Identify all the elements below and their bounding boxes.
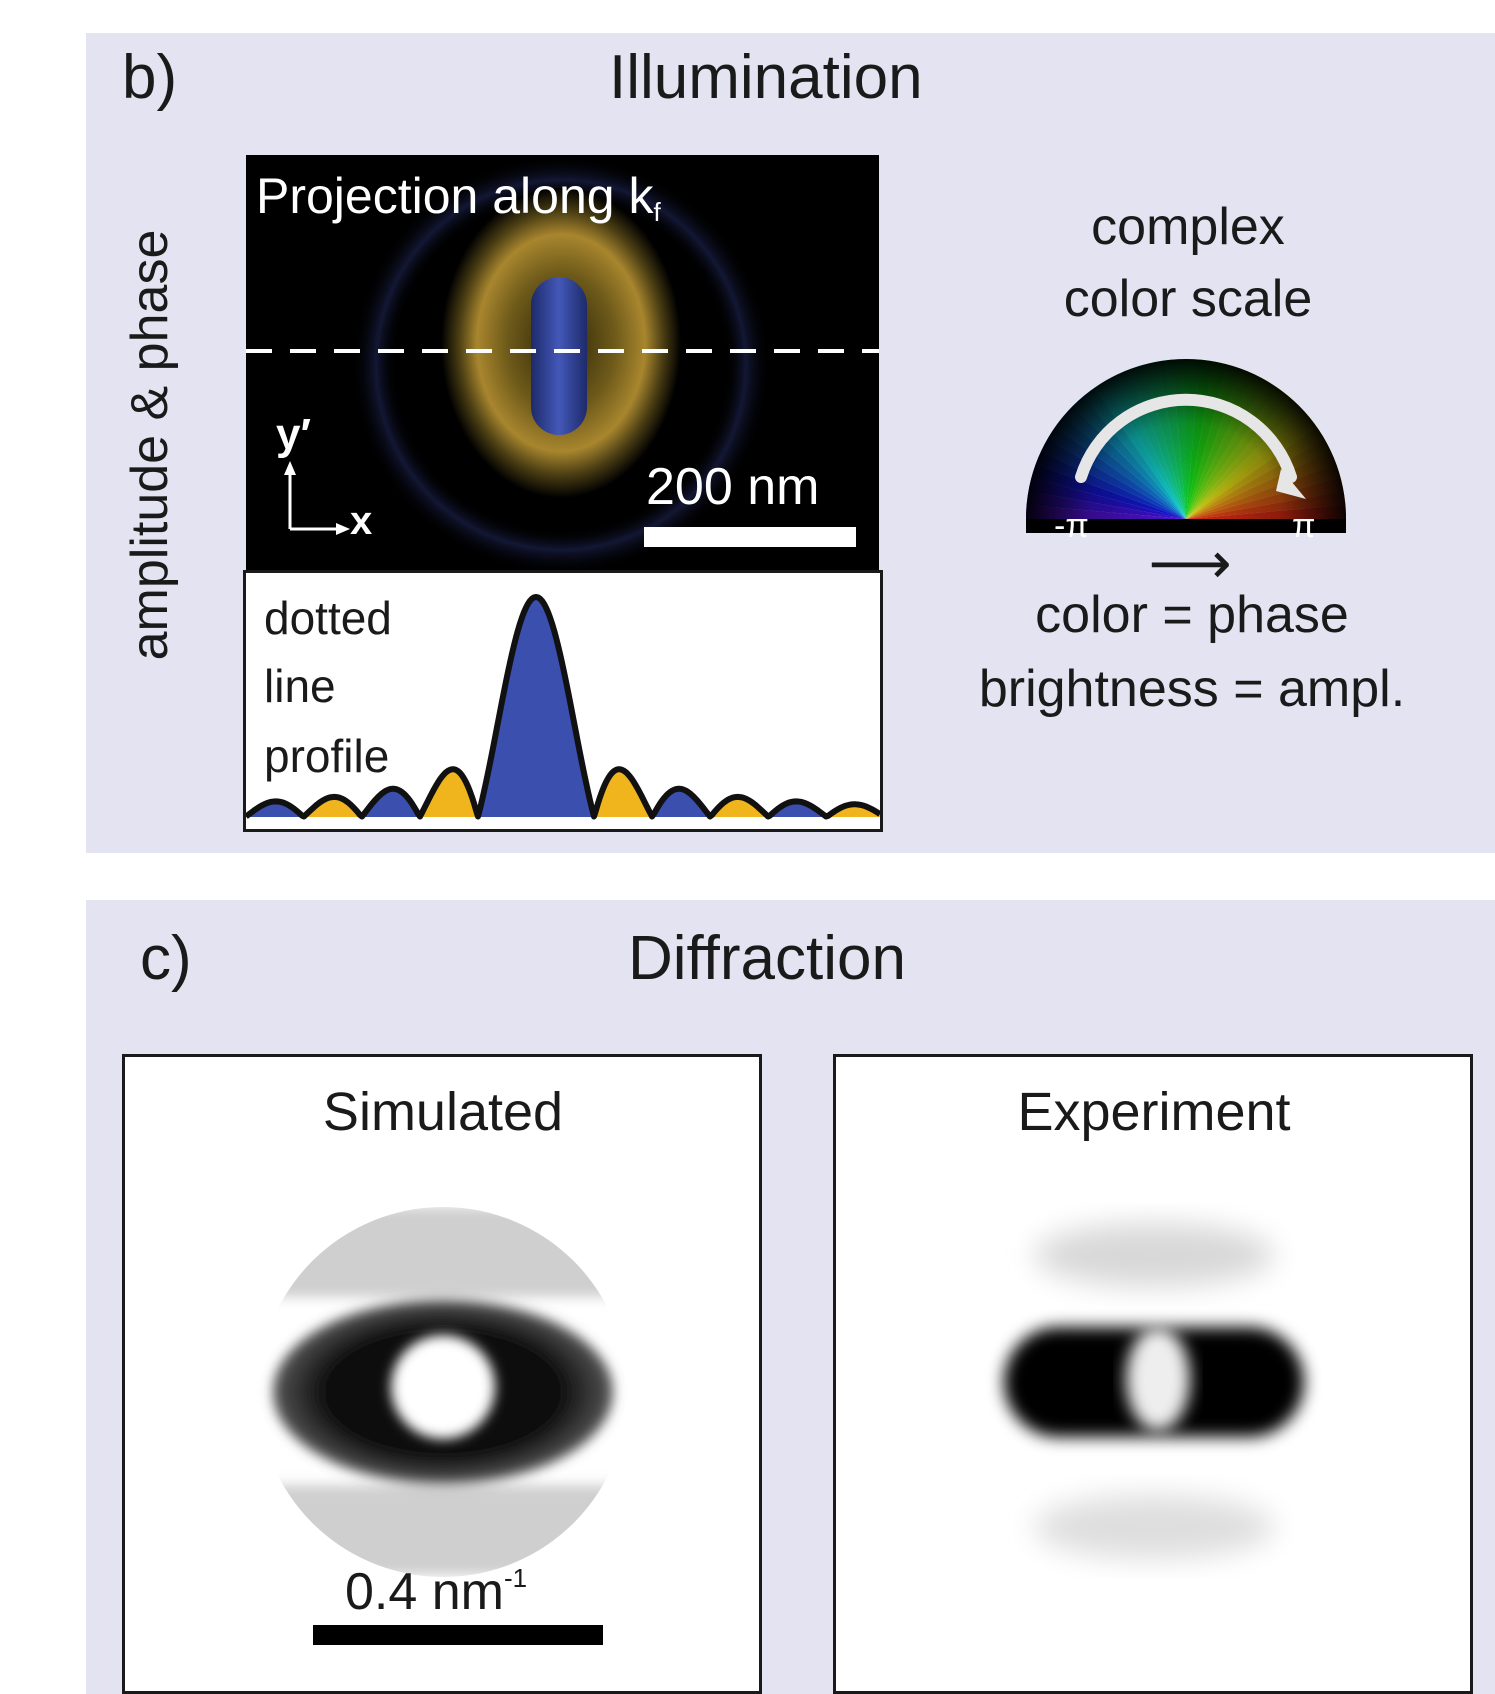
color-wheel-base xyxy=(1026,519,1346,533)
projection-title: Projection along kf xyxy=(256,171,661,225)
scalebar-label: 200 nm xyxy=(646,458,820,516)
panel-c-letter: c) xyxy=(140,924,192,993)
panel-b-illumination: b) Illumination amplitude & phase xyxy=(86,33,1495,853)
simulated-scalebar-text: 0.4 nm xyxy=(345,1563,504,1621)
profile-label-line-3: profile xyxy=(264,730,390,782)
experiment-upper-lobe xyxy=(1034,1223,1274,1287)
profile-lobe xyxy=(478,597,594,817)
color-scale-title-line-2: color scale xyxy=(1063,270,1313,328)
simulated-scalebar-label: 0.4 nm-1 xyxy=(345,1565,527,1618)
projection-image: Projection along kf y′ x 200 nm xyxy=(246,155,879,575)
line-profile-plot xyxy=(246,594,880,820)
panel-c-diffraction: c) Diffraction Simulated 0.4 nm-1 xyxy=(86,900,1495,1694)
color-wheel: -π π xyxy=(1006,351,1366,551)
phase-arrowhead-icon xyxy=(1276,469,1306,499)
experiment-lower-lobe xyxy=(1034,1495,1274,1559)
simulated-box: Simulated 0.4 nm-1 xyxy=(122,1054,762,1694)
projection-title-text: Projection along k xyxy=(256,168,654,224)
axis-x-label: x xyxy=(350,499,373,543)
profile-label-line-1: dotted xyxy=(264,592,392,644)
color-legend-line-2: brightness = ampl. xyxy=(978,660,1406,718)
color-scale-title-line-1: complex xyxy=(1091,198,1285,256)
phase-arrow-arc xyxy=(1075,393,1297,483)
amplitude-phase-side-label: amplitude & phase xyxy=(121,229,179,661)
simulated-scalebar xyxy=(313,1625,603,1645)
projection-wavefield xyxy=(246,155,879,575)
line-profile-box: dotted line profile xyxy=(243,570,883,832)
blue-core xyxy=(531,277,587,435)
y-arrowhead-icon xyxy=(284,461,296,475)
phase-direction-arrow-icon: ⟶ xyxy=(1148,531,1232,596)
color-legend-line-1: color = phase xyxy=(1035,586,1349,644)
profile-lobe xyxy=(420,769,476,817)
scalebar-200nm xyxy=(644,527,856,547)
experiment-central-spot xyxy=(1126,1327,1190,1431)
color-wheel-brightness-shade xyxy=(1026,359,1346,519)
simulated-upper-lobe xyxy=(258,1207,628,1297)
profile-label-line-2: line xyxy=(264,660,336,712)
simulated-lower-lobe xyxy=(258,1485,628,1575)
axis-y-label: y′ xyxy=(276,410,312,459)
simulated-central-spot xyxy=(391,1335,495,1439)
half-color-wheel xyxy=(1026,359,1346,533)
panel-b-title: Illumination xyxy=(609,43,923,112)
color-scale-min-label: -π xyxy=(1054,507,1089,545)
simulated-pattern xyxy=(258,1207,628,1645)
panel-c-title: Diffraction xyxy=(628,924,906,993)
profile-lobe xyxy=(596,769,652,817)
profile-curve xyxy=(246,594,880,820)
experiment-box: Experiment xyxy=(833,1054,1473,1694)
panel-b-letter: b) xyxy=(122,43,178,112)
experiment-pattern xyxy=(1004,1223,1304,1559)
color-scale-max-label: π xyxy=(1292,507,1316,545)
projection-title-subscript: f xyxy=(653,197,661,227)
simulated-title: Simulated xyxy=(322,1082,564,1142)
experiment-title: Experiment xyxy=(1017,1082,1291,1142)
x-arrowhead-icon xyxy=(336,523,350,535)
simulated-scalebar-exponent: -1 xyxy=(503,1563,528,1593)
